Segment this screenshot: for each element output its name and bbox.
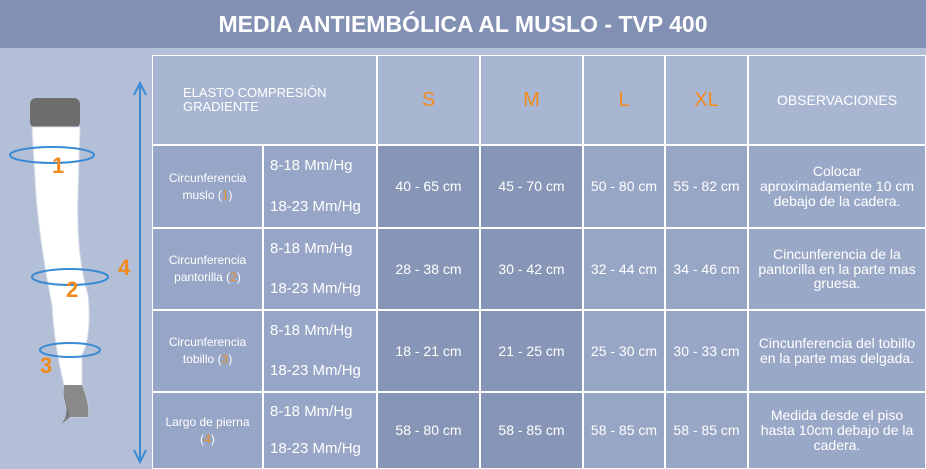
label-close: ) xyxy=(228,187,233,202)
column-header: XL xyxy=(665,55,748,145)
label-close: ) xyxy=(236,270,241,284)
notes: Medida desde el piso hasta 10cm debajo d… xyxy=(748,392,926,469)
pressure-cell: 8-18 Mm/Hg 18-23 Mm/Hg xyxy=(263,310,377,392)
label-text: Circunferencia tobillo ( xyxy=(168,335,247,366)
label-close: ) xyxy=(210,431,215,446)
heel xyxy=(63,385,89,417)
pressure: 8-18 Mm/Hg xyxy=(270,240,353,258)
stocking-figure: 1 2 3 4 xyxy=(9,80,147,465)
figure-marker: 1 xyxy=(52,153,64,178)
pressure-cell: 8-18 Mm/Hg 18-23 Mm/Hg xyxy=(263,228,377,310)
size-value: 58 - 80 cm xyxy=(377,392,480,469)
figure-marker: 3 xyxy=(40,353,52,378)
row-label: Circunferencia muslo (1) xyxy=(152,145,263,228)
label-text: Largo de pierna ( xyxy=(165,414,250,446)
label-text: Circunferencia muslo ( xyxy=(168,170,247,202)
size-value: 45 - 70 cm xyxy=(480,145,583,228)
pressure: 18-23 Mm/Hg xyxy=(270,197,361,215)
pressure-cell: 8-18 Mm/Hg 18-23 Mm/Hg xyxy=(263,392,377,469)
size-table: ELASTO COMPRESIÓN GRADIENTE S M L XL OBSERVAC… xyxy=(152,55,926,469)
length-marker: 4 xyxy=(118,255,131,280)
notes: Cincunferencia de la pantorilla en la pa… xyxy=(748,228,926,310)
stocking-top xyxy=(30,98,80,128)
size-value: 55 - 82 cm xyxy=(665,145,748,228)
size-value: 32 - 44 cm xyxy=(583,228,665,310)
size-value: 30 - 33 cm xyxy=(665,310,748,392)
row-label-text: Circunferencia muslo (1) xyxy=(159,170,256,204)
size-value: 58 - 85 cm xyxy=(480,392,583,469)
label-ref: 2 xyxy=(230,270,237,284)
label-ref: 4 xyxy=(204,431,211,446)
pressure: 18-23 Mm/Hg xyxy=(270,280,361,298)
measure-rings xyxy=(9,80,147,465)
size-value: 34 - 46 cm xyxy=(665,228,748,310)
row-label: Circunferencia pantorilla (2) xyxy=(152,228,263,310)
column-header: M xyxy=(480,55,583,145)
size-value: 58 - 85 cm xyxy=(665,392,748,469)
row-label-text: Circunferencia tobillo (3) xyxy=(159,334,256,368)
column-header: S xyxy=(377,55,480,145)
label-ref: 1 xyxy=(221,187,229,202)
title: MEDIA ANTIEMBÓLICA AL MUSLO - TVP 400 xyxy=(0,0,926,48)
row-label: Largo de pierna (4) xyxy=(152,392,263,469)
figure-marker: 2 xyxy=(66,277,78,302)
row-label: Circunferencia tobillo (3) xyxy=(152,310,263,392)
row-label-text: Largo de pierna (4) xyxy=(159,414,256,448)
pressure: 18-23 Mm/Hg xyxy=(270,362,361,380)
column-header: OBSERVACIONES xyxy=(748,55,926,145)
size-value: 58 - 85 cm xyxy=(583,392,665,469)
size-value: 50 - 80 cm xyxy=(583,145,665,228)
row-label-text: Circunferencia pantorilla (2) xyxy=(159,252,256,286)
notes: Cincunferencia del tobillo en la parte m… xyxy=(748,310,926,392)
size-value: 18 - 21 cm xyxy=(377,310,480,392)
pressure-cell: 8-18 Mm/Hg 18-23 Mm/Hg xyxy=(263,145,377,228)
label-close: ) xyxy=(228,352,233,366)
label-text: Circunferencia pantorilla ( xyxy=(168,253,247,284)
notes: Colocar aproximadamente 10 cm debajo de … xyxy=(748,145,926,228)
size-value: 28 - 38 cm xyxy=(377,228,480,310)
size-value: 40 - 65 cm xyxy=(377,145,480,228)
pressure: 8-18 Mm/Hg xyxy=(270,402,353,420)
pressure: 18-23 Mm/Hg xyxy=(270,440,361,458)
column-header: ELASTO COMPRESIÓN GRADIENTE xyxy=(152,55,377,145)
size-value: 21 - 25 cm xyxy=(480,310,583,392)
column-header: L xyxy=(583,55,665,145)
toe xyxy=(60,390,70,425)
pressure: 8-18 Mm/Hg xyxy=(270,157,353,175)
size-value: 25 - 30 cm xyxy=(583,310,665,392)
pressure: 8-18 Mm/Hg xyxy=(270,322,353,340)
size-value: 30 - 42 cm xyxy=(480,228,583,310)
label-ref: 3 xyxy=(221,352,229,366)
